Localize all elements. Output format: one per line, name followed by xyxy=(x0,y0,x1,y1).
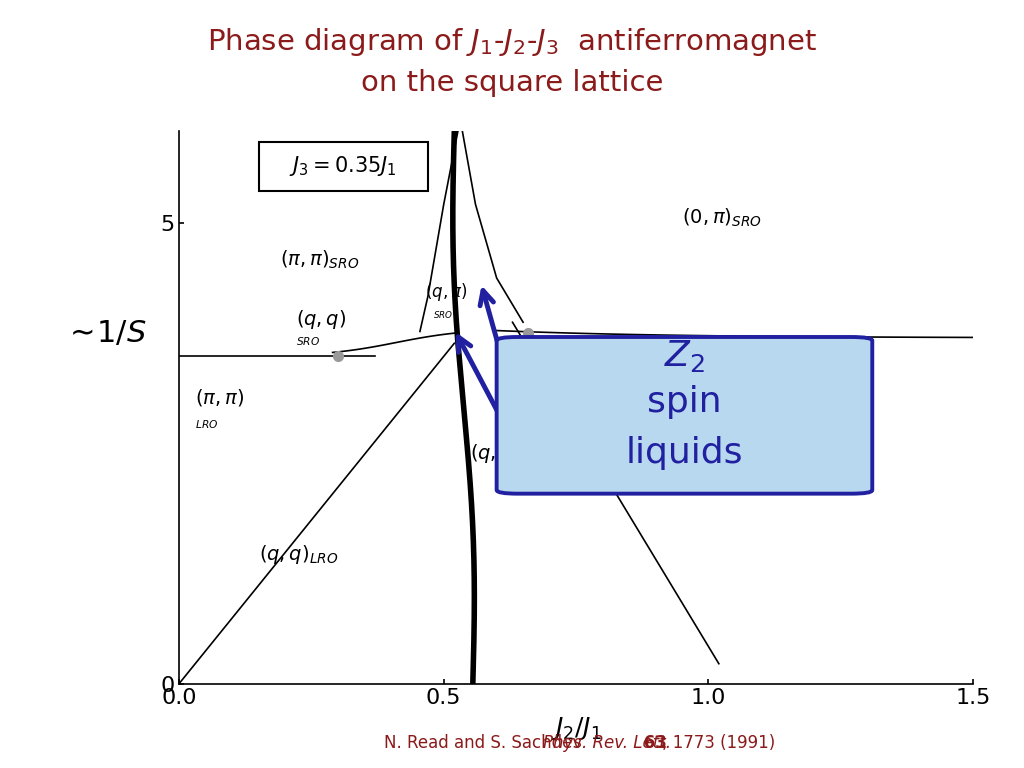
Text: liquids: liquids xyxy=(626,436,743,470)
Text: , 1773 (1991): , 1773 (1991) xyxy=(662,733,775,752)
Text: $(q,\pi)_L$: $(q,\pi)_L$ xyxy=(470,442,528,465)
Text: $_{\mathit{LRO}}$: $_{\mathit{LRO}}$ xyxy=(195,416,218,431)
Text: $\sim\!1/S$: $\sim\!1/S$ xyxy=(63,319,146,348)
Text: $_{\mathit{SRO}}$: $_{\mathit{SRO}}$ xyxy=(433,309,454,321)
Text: $Z_2$: $Z_2$ xyxy=(664,339,706,374)
Text: $(\pi,\pi)_{\mathit{SRO}}$: $(\pi,\pi)_{\mathit{SRO}}$ xyxy=(280,248,359,271)
Text: 63: 63 xyxy=(638,733,667,752)
Text: Phys. Rev. Lett.: Phys. Rev. Lett. xyxy=(543,733,671,752)
Text: $(q,\pi)$: $(q,\pi)$ xyxy=(425,281,468,303)
X-axis label: $J_2/J_1$: $J_2/J_1$ xyxy=(551,715,601,743)
Text: Phase diagram of $J_1$-$J_2$-$J_3$  antiferromagnet: Phase diagram of $J_1$-$J_2$-$J_3$ antif… xyxy=(207,26,817,58)
Text: $(q,q)$: $(q,q)$ xyxy=(296,308,346,331)
Text: $(q,q)_{\mathit{LRO}}$: $(q,q)_{\mathit{LRO}}$ xyxy=(258,543,338,566)
FancyBboxPatch shape xyxy=(258,141,428,191)
Text: $_{\mathit{SRO}}$: $_{\mathit{SRO}}$ xyxy=(296,333,319,348)
FancyBboxPatch shape xyxy=(497,337,872,494)
Text: on the square lattice: on the square lattice xyxy=(360,69,664,97)
Text: spin: spin xyxy=(647,386,722,419)
Text: $(0,\pi)_{\mathit{SRO}}$: $(0,\pi)_{\mathit{SRO}}$ xyxy=(682,207,762,230)
Text: $(\pi,\pi)$: $(\pi,\pi)$ xyxy=(195,387,244,409)
Text: N. Read and S. Sachdev: N. Read and S. Sachdev xyxy=(384,733,593,752)
Text: $J_3=0.35J_1$: $J_3=0.35J_1$ xyxy=(290,154,397,177)
